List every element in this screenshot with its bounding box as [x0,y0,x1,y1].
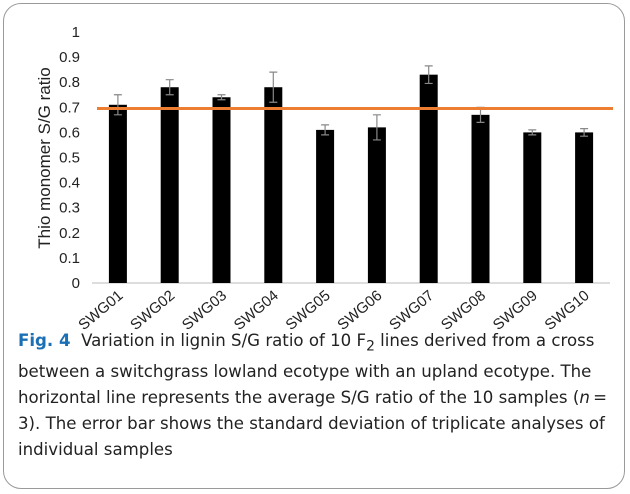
error-bar [321,124,330,136]
y-tick-label: 0.3 [59,200,80,217]
bar [419,74,438,283]
y-tick-label: 0 [72,275,80,292]
bar [523,132,542,283]
y-tick-label: 0.6 [59,124,80,141]
x-tick-label: SWG10 [542,287,593,330]
error-bar [424,65,433,85]
caption: Fig. 4 Variation in lignin S/G ratio of … [18,328,616,463]
bar [108,104,127,283]
figure-frame [3,3,625,489]
chart: Thio monomer S/G ratio 0 0.1 0.2 0.3 0.4 0.5 0… [35,24,613,330]
caption-text: Variation in lignin S/G ratio of 10 F [81,331,367,350]
caption-subscript: 2 [366,338,375,355]
x-tick-label: SWG04 [231,287,282,330]
error-bar [372,114,381,141]
bar [160,87,179,283]
bar [471,114,490,283]
x-tick-label: SWG05 [283,287,334,330]
error-bar [165,79,174,96]
bar [575,132,594,283]
y-tick-label: 0.7 [59,99,80,116]
y-tick-label: 0.4 [59,175,80,192]
y-axis-label: Thio monomer S/G ratio [35,67,54,248]
caption-text: lines derived from a cross between a swi… [18,331,595,408]
caption-italic: n [579,388,590,408]
error-bar [217,94,226,101]
caption-text: = 3). The error bar shows the standard d… [18,388,611,460]
bar [316,129,335,283]
bar [264,87,283,283]
y-tick-label: 0.1 [59,250,80,267]
bar [367,127,386,283]
y-tick-label: 0.8 [59,74,80,91]
y-tick-label: 1 [72,24,80,41]
x-tick-label: SWG08 [438,287,489,330]
error-bar [113,94,122,116]
x-tick-label: SWG06 [334,287,385,330]
error-bar [528,129,537,136]
y-tick-label: 0.2 [59,225,80,242]
x-tick-label: SWG02 [127,287,178,330]
x-tick-label: SWG07 [386,287,437,330]
x-tick-label: SWG01 [75,287,126,330]
x-tick-label: SWG03 [179,287,230,330]
y-tick-label: 0.5 [59,150,80,167]
y-tick-label: 0.9 [59,49,80,66]
error-bar [580,128,589,137]
error-bar [269,71,278,103]
bar [212,97,231,283]
x-tick-label: SWG09 [490,287,541,330]
caption-label: Fig. 4 [18,331,71,350]
